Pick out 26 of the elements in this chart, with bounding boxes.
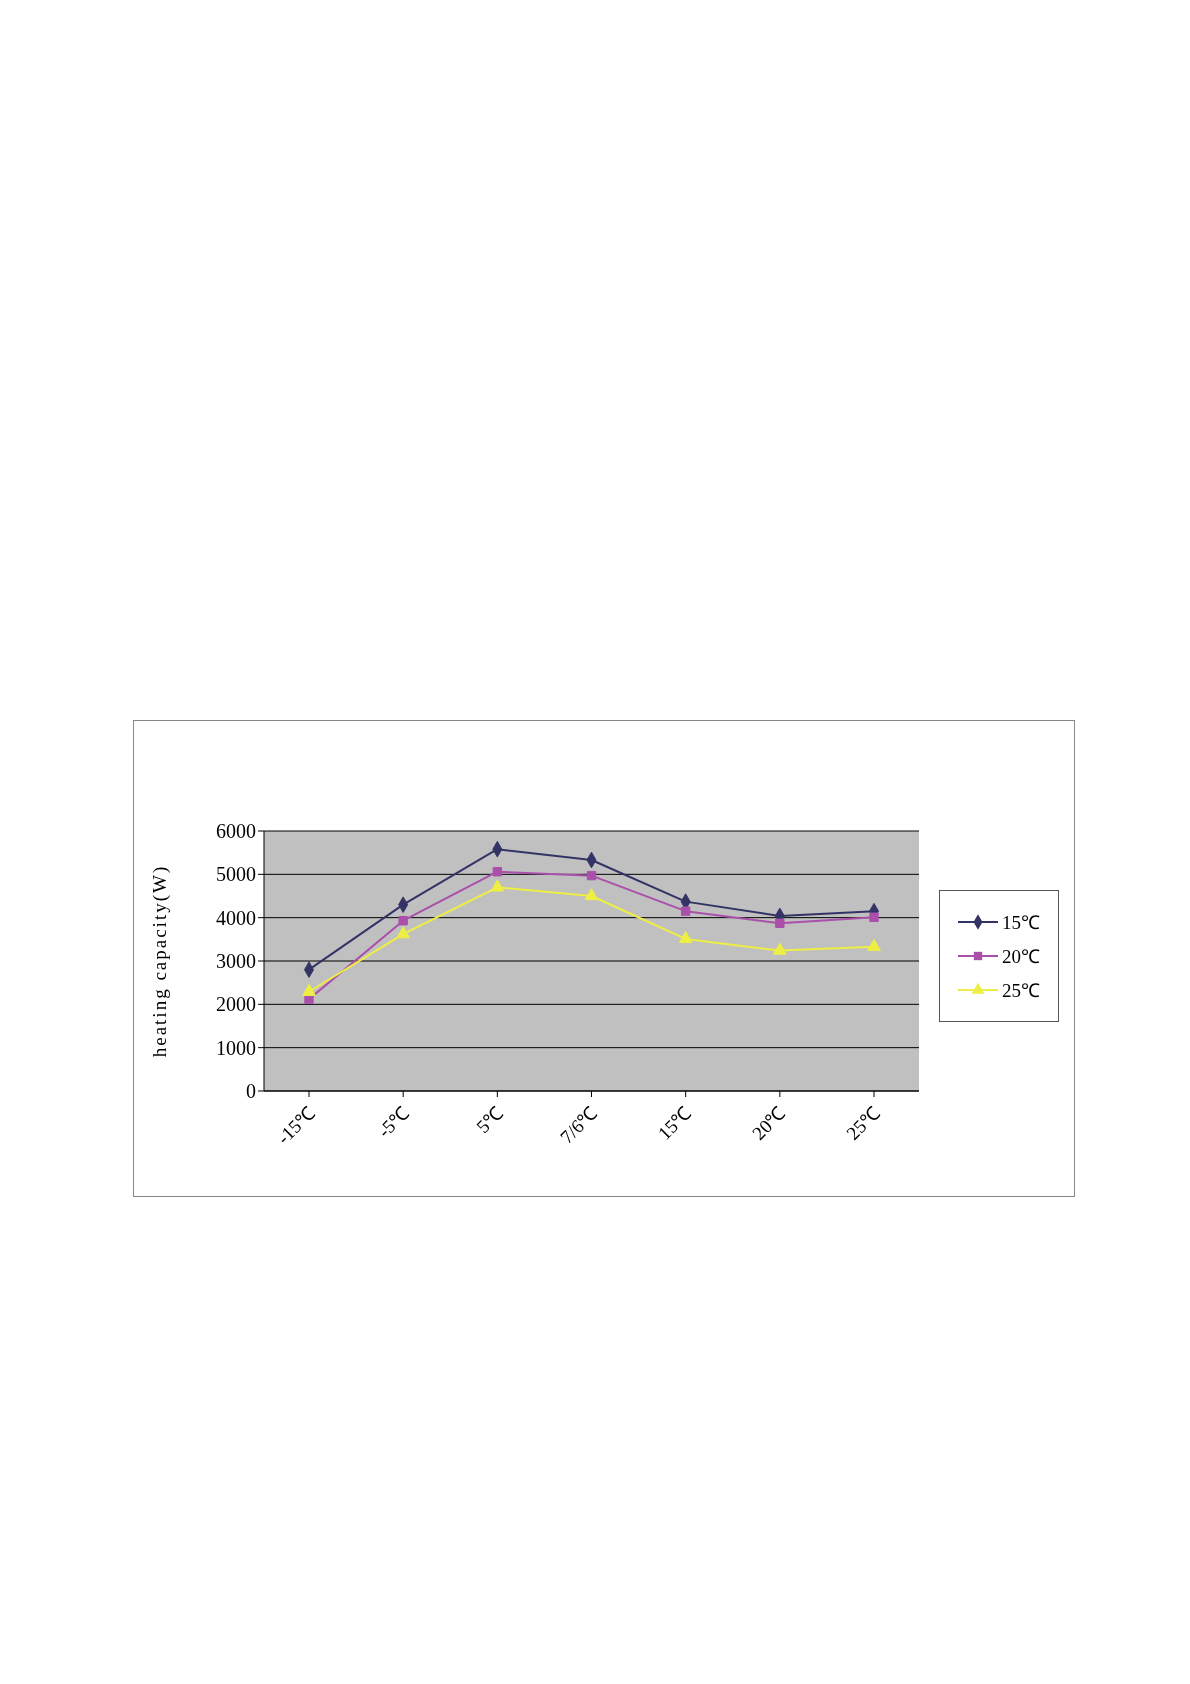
y-tick-label: 0 bbox=[246, 1080, 256, 1103]
point bbox=[678, 931, 693, 944]
point bbox=[492, 867, 503, 877]
x-tick-label: -5℃ bbox=[373, 1102, 414, 1142]
point bbox=[869, 912, 879, 922]
y-axis-title: heating capacity(W) bbox=[148, 864, 171, 1058]
y-tick-label: 3000 bbox=[216, 950, 256, 973]
y-tick-label: 2000 bbox=[216, 993, 256, 1016]
point bbox=[867, 938, 881, 951]
legend-label: 20℃ bbox=[1002, 945, 1040, 969]
point bbox=[680, 906, 691, 916]
y-tick-label: 6000 bbox=[216, 820, 256, 843]
legend-label: 25℃ bbox=[1002, 979, 1040, 1003]
point bbox=[775, 918, 785, 928]
point bbox=[398, 916, 408, 926]
point bbox=[586, 870, 597, 881]
y-tick-label: 5000 bbox=[216, 863, 256, 886]
point bbox=[772, 942, 787, 955]
legend-label: 15℃ bbox=[1002, 911, 1040, 935]
point bbox=[584, 888, 599, 901]
point bbox=[490, 879, 505, 892]
y-tick-label: 4000 bbox=[216, 906, 256, 929]
point bbox=[302, 983, 316, 996]
point bbox=[396, 926, 411, 939]
y-tick-label: 1000 bbox=[216, 1036, 256, 1059]
x-tick-label: 5℃ bbox=[472, 1102, 508, 1138]
